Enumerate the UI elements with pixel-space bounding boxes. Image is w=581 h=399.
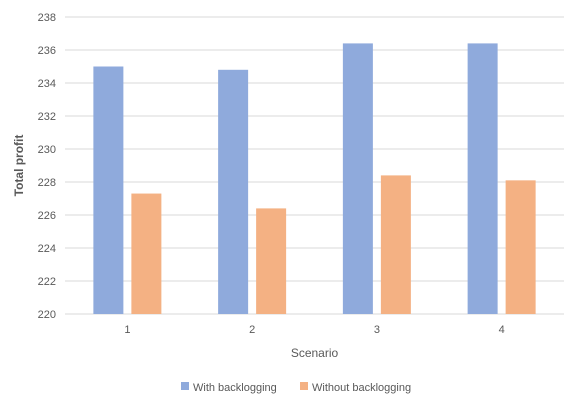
bar-without-backlogging bbox=[380, 175, 411, 314]
y-tick-label: 236 bbox=[38, 45, 56, 57]
y-tick-label: 238 bbox=[38, 12, 56, 24]
y-tick-label: 230 bbox=[38, 144, 56, 156]
bars bbox=[93, 43, 536, 315]
legend-label: Without backlogging bbox=[312, 382, 411, 394]
bar-without-backlogging bbox=[131, 193, 162, 314]
y-tick-label: 228 bbox=[38, 177, 56, 189]
y-tick-label: 222 bbox=[38, 276, 56, 288]
legend: With backlogging Without backlogging bbox=[181, 382, 411, 394]
bar-without-backlogging bbox=[505, 180, 536, 314]
bar-with-backlogging bbox=[467, 43, 498, 315]
y-axis-tick-labels: 220 222 224 226 228 230 232 234 236 238 bbox=[38, 12, 56, 321]
bar-without-backlogging bbox=[256, 208, 287, 314]
bar-with-backlogging bbox=[93, 66, 124, 314]
y-tick-label: 232 bbox=[38, 111, 56, 123]
x-axis-title: Scenario bbox=[291, 346, 339, 360]
x-tick-label: 1 bbox=[124, 324, 130, 336]
legend-swatch bbox=[181, 382, 189, 390]
bar-with-backlogging bbox=[342, 43, 373, 315]
x-tick-label: 3 bbox=[374, 324, 380, 336]
x-axis-tick-labels: 1 2 3 4 bbox=[124, 324, 504, 336]
legend-swatch bbox=[300, 382, 308, 390]
y-tick-label: 234 bbox=[38, 78, 56, 90]
y-tick-label: 224 bbox=[38, 243, 56, 255]
y-tick-label: 226 bbox=[38, 210, 56, 222]
x-tick-label: 2 bbox=[249, 324, 255, 336]
y-axis-title: Total profit bbox=[12, 135, 26, 197]
x-tick-label: 4 bbox=[499, 324, 505, 336]
y-tick-label: 220 bbox=[38, 309, 56, 321]
bar-with-backlogging bbox=[218, 69, 249, 314]
legend-label: With backlogging bbox=[193, 382, 277, 394]
